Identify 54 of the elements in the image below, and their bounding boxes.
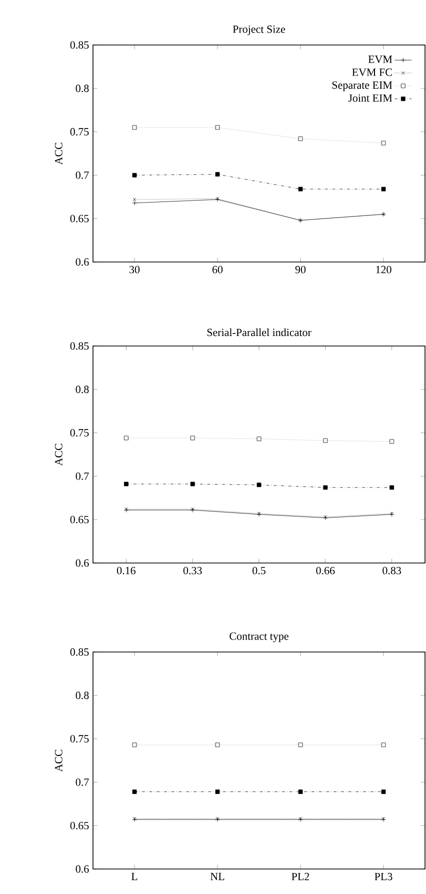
- x-tick-label: PL2: [292, 872, 310, 880]
- chart-title: Serial-Parallel indicator: [207, 328, 312, 336]
- x-tick-label: 90: [295, 266, 306, 274]
- point: [256, 482, 262, 488]
- x-tick-label: 0.5: [252, 566, 266, 574]
- x-tick-label: 30: [130, 266, 140, 274]
- y-tick-label: 0.85: [70, 41, 89, 49]
- y-tick-label: 0.65: [70, 214, 89, 222]
- x-tick-label: 120: [376, 266, 392, 274]
- point: [132, 173, 137, 178]
- legend-label: EVM: [368, 56, 392, 64]
- point: [298, 790, 303, 794]
- y-tick-label: 0.7: [76, 171, 89, 179]
- x-tick-label: 0.66: [316, 566, 335, 574]
- legend-label: Separate EIM: [332, 81, 392, 92]
- y-tick-label: 0.85: [70, 648, 89, 656]
- y-tick-label: 0.8: [76, 84, 89, 92]
- y-tick-label: 0.6: [76, 865, 89, 873]
- point: [323, 485, 328, 490]
- y-axis-title: ACC: [54, 750, 62, 772]
- x-tick-label: PL3: [374, 872, 392, 880]
- y-tick-label: 0.7: [76, 778, 89, 786]
- y-tick-label: 0.7: [76, 472, 89, 480]
- point: [190, 482, 195, 486]
- chart-title: Contract type: [230, 632, 288, 642]
- y-tick-label: 0.75: [70, 128, 89, 136]
- point: [215, 790, 220, 794]
- y-tick-label: 0.6: [76, 559, 89, 567]
- y-tick-label: 0.65: [70, 516, 89, 524]
- point: [132, 790, 137, 794]
- x-tick-label: 0.33: [183, 566, 202, 574]
- point: [215, 172, 220, 177]
- y-tick-label: 0.65: [70, 822, 89, 830]
- chart-title: Project Size: [232, 26, 286, 36]
- y-axis-title: ACC: [54, 444, 62, 466]
- y-tick-label: 0.85: [70, 342, 89, 350]
- y-tick-label: 0.75: [70, 429, 89, 437]
- legend-label: Joint EIM: [348, 94, 392, 102]
- point: [298, 186, 303, 192]
- legend-label: EVM FC: [352, 68, 392, 76]
- y-tick-label: 0.8: [76, 692, 89, 700]
- x-tick-label: 60: [212, 266, 223, 274]
- x-tick-label: L: [131, 872, 138, 880]
- point: [381, 790, 386, 794]
- point: [381, 186, 386, 192]
- y-tick-label: 0.6: [76, 258, 89, 266]
- x-tick-label: 0.83: [382, 566, 402, 574]
- point: [390, 485, 394, 490]
- point: [124, 482, 128, 486]
- y-tick-label: 0.8: [76, 386, 89, 394]
- x-tick-label: 0.16: [117, 566, 136, 574]
- y-axis-title: ACC: [54, 142, 62, 165]
- y-tick-label: 0.75: [70, 735, 89, 743]
- x-tick-label: NL: [210, 872, 224, 880]
